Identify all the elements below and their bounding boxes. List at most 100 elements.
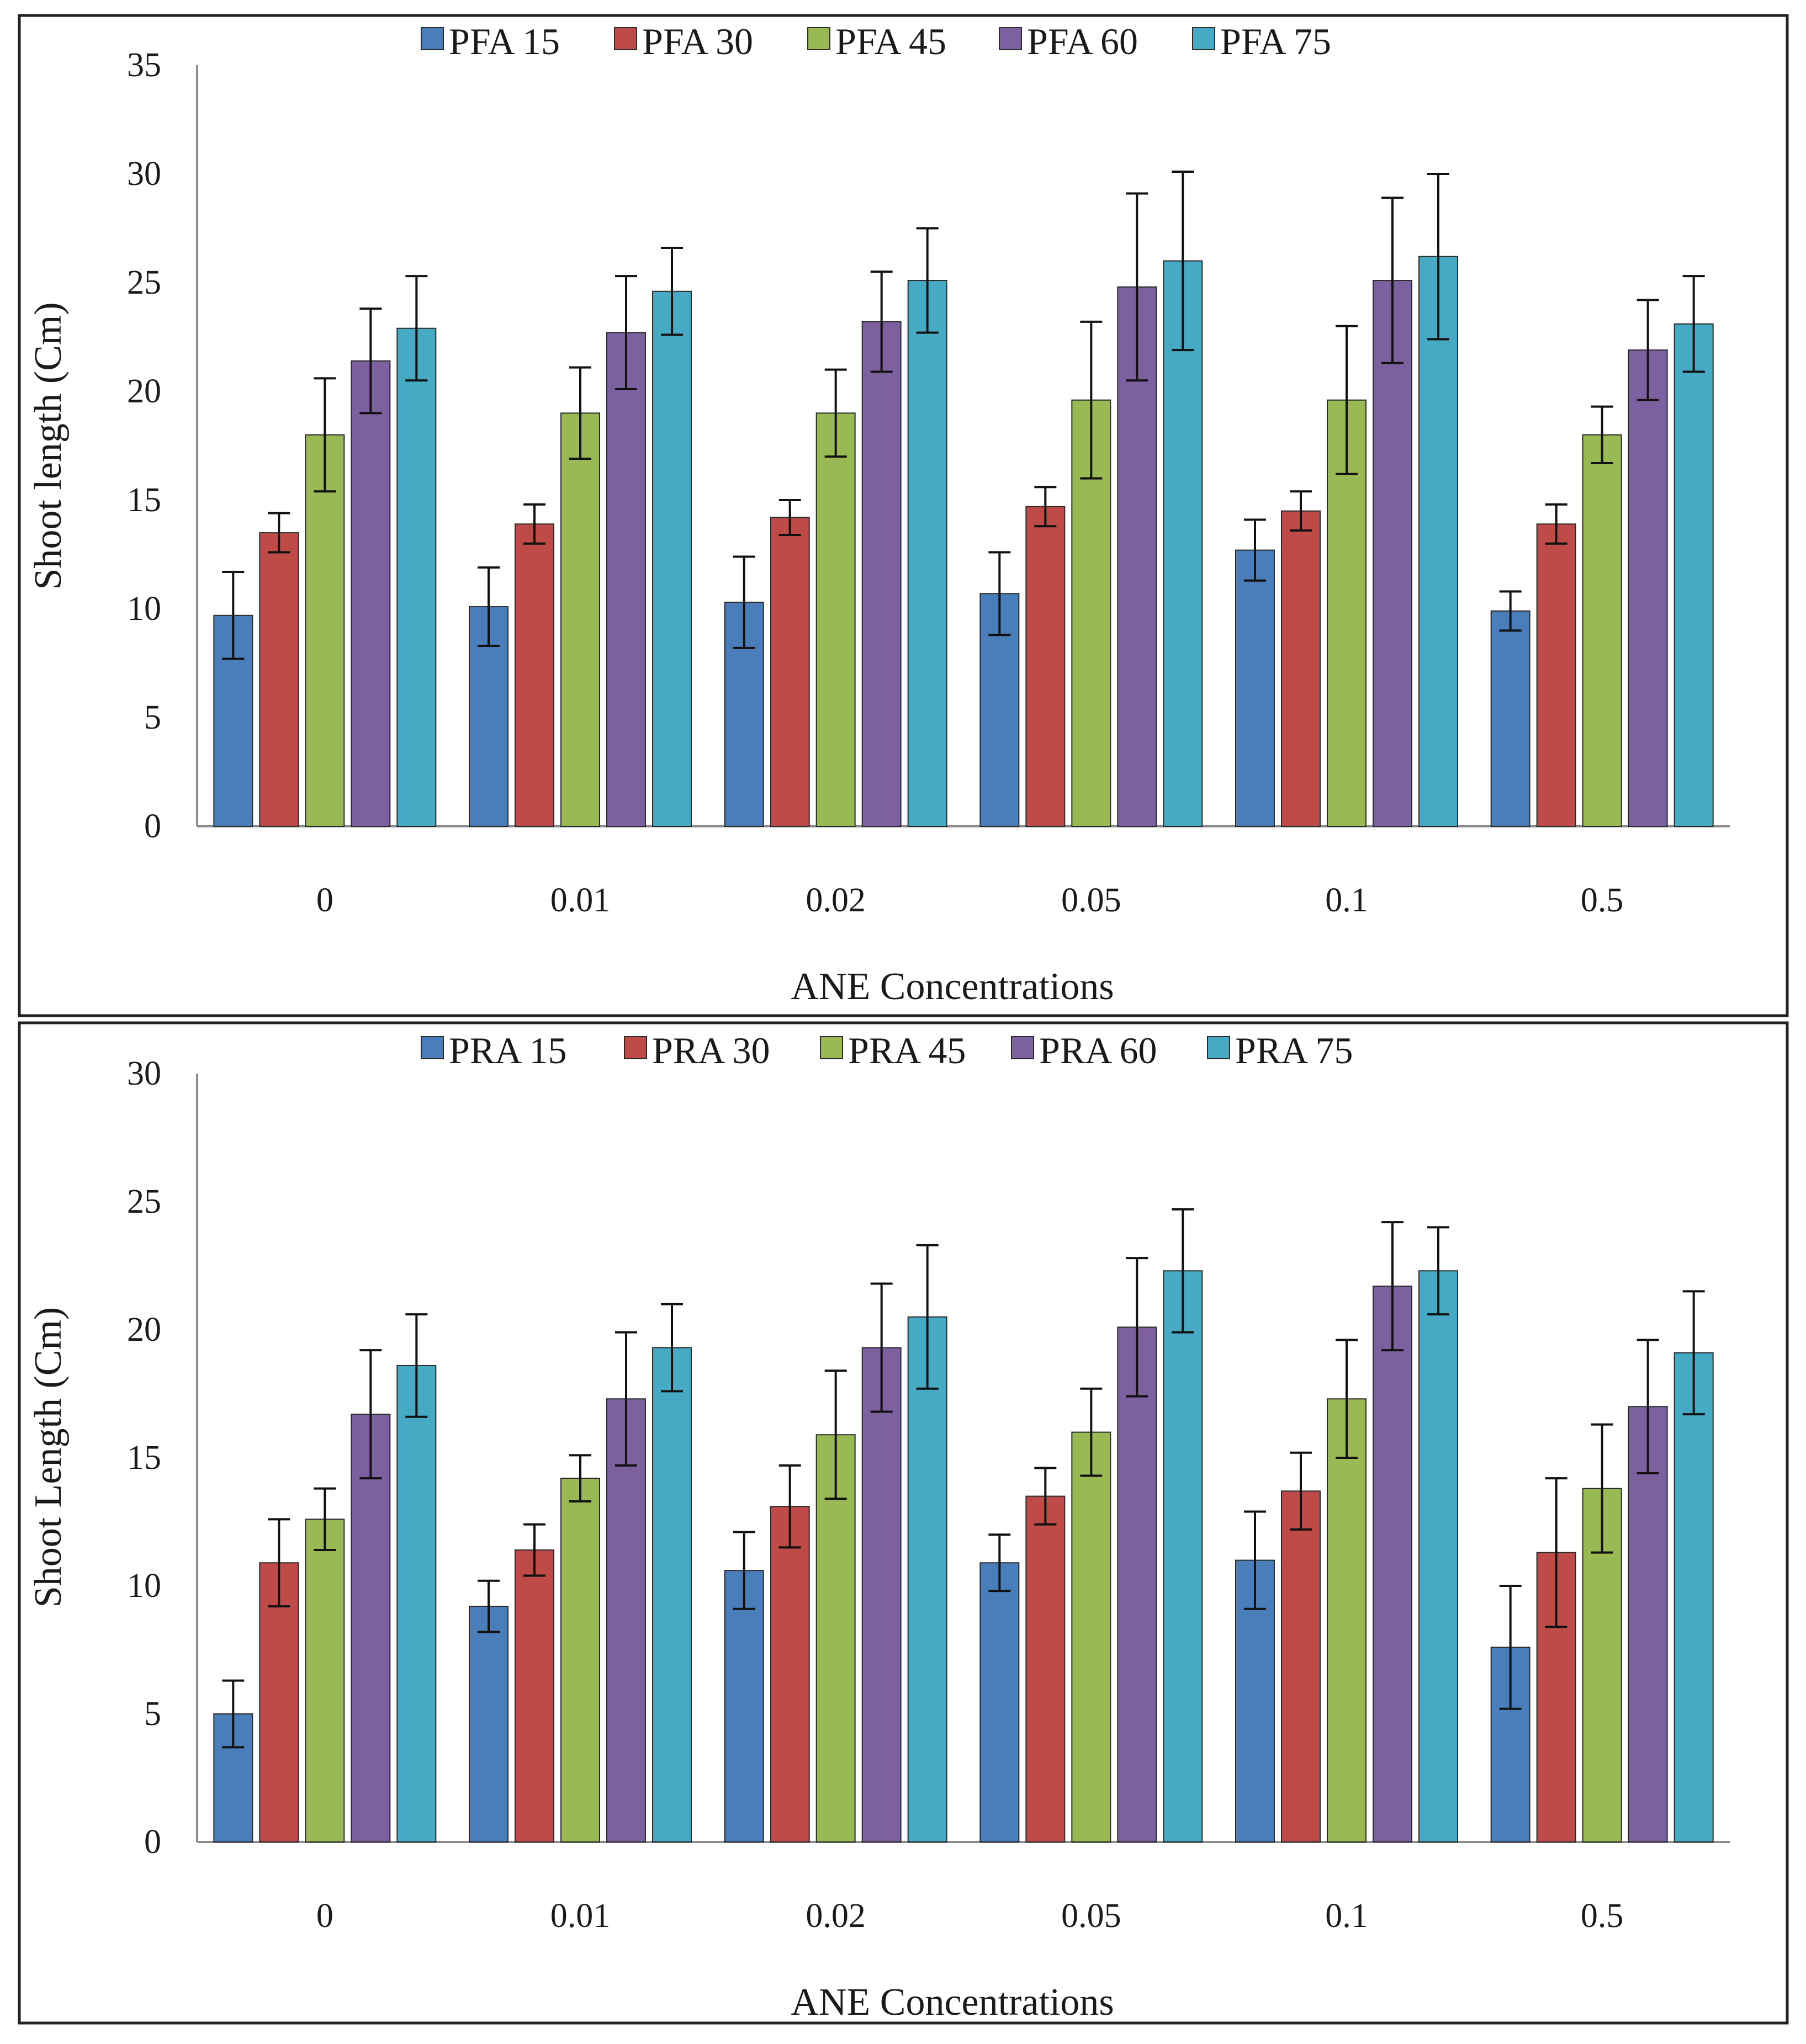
y-tick-label: 15 [127,1439,161,1477]
x-tick-label: 0.05 [1061,1897,1121,1935]
x-axis-title: ANE Concentrations [791,1981,1114,2024]
bar [606,1398,646,1843]
bar [815,412,856,827]
bar [1418,1270,1458,1843]
bar [560,412,600,827]
y-tick-label: 25 [127,264,161,301]
legend-label: PFA 15 [449,20,560,62]
y-tick-label: 5 [144,1695,161,1733]
y-tick-label: 15 [127,481,161,519]
y-tick-label: 30 [127,155,161,193]
bar [1536,523,1576,827]
bar [259,532,299,827]
bar [515,523,554,827]
x-tick-label: 0.1 [1325,882,1368,919]
x-tick-label: 0.01 [550,1897,611,1935]
y-tick-label: 0 [144,808,161,845]
legend-swatch [624,1036,647,1059]
panel-frame [18,14,1789,1017]
bar [1673,1352,1714,1843]
bar [351,360,391,827]
panel-frame [18,1021,1789,2025]
legend-label: PFA 75 [1220,20,1331,62]
y-tick-label: 10 [127,590,161,628]
legend-swatch [999,27,1022,50]
top-chart-panel: 0 5 10 15 20 25 30 35 0 0.01 0.02 0.05 0.1 0.5 PFA 15 P… [18,14,1789,1017]
bar [861,1347,902,1843]
y-tick-label: 20 [127,373,161,410]
x-tick-label: 0.1 [1325,1897,1368,1935]
bar [907,1316,947,1843]
y-tick-label: 30 [127,1055,161,1092]
x-tick-label: 0 [316,1897,333,1935]
legend-label: PRA 15 [449,1029,567,1071]
x-tick-label: 0 [316,882,333,919]
legend-swatch [421,27,444,50]
bar [1163,1270,1203,1843]
bar [1628,349,1668,827]
bar [1373,1286,1412,1843]
bar [259,1562,299,1843]
bar [724,1570,764,1843]
legend-label: PFA 30 [642,20,753,62]
bar [1071,1431,1111,1843]
y-tick-label: 10 [127,1567,161,1605]
bar [1025,1495,1066,1843]
y-axis-title: Shoot Length (Cm) [27,1307,70,1607]
x-tick-label: 0.05 [1061,882,1121,919]
bar [652,1347,692,1843]
x-axis-title: ANE Concentrations [791,965,1114,1008]
legend-swatch [1207,1036,1230,1059]
bar [815,1434,856,1843]
bar [515,1549,554,1843]
bar [1025,506,1066,827]
bar [1281,510,1321,827]
bottom-chart-panel: 0 5 10 15 20 25 30 0 0.01 0.02 0.05 0.1 0.5 PRA 15 PRA… [18,1021,1789,2025]
bar [1490,610,1530,827]
bar [396,327,437,827]
legend-label: PRA 30 [652,1029,770,1071]
bar [1235,549,1275,827]
x-tick-label: 0.5 [1581,882,1624,919]
legend-swatch [1011,1036,1034,1059]
legend-swatch [614,27,637,50]
y-axis-title: Shoot length (Cm) [27,302,70,590]
bar [861,321,902,827]
bar [907,280,947,827]
bar [770,517,810,827]
bar [606,332,646,827]
bar [1327,1398,1367,1843]
x-tick-label: 0.5 [1581,1897,1624,1935]
bar [469,1606,509,1843]
bar [1673,323,1714,827]
legend-label: PFA 45 [835,20,946,62]
legend-swatch [421,1036,444,1059]
bar [1582,434,1622,827]
x-tick-label: 0.02 [806,1897,866,1935]
legend-label: PRA 45 [848,1029,966,1071]
bar [652,290,692,827]
x-tick-label: 0.01 [550,882,611,919]
bar [305,1519,345,1843]
bar [396,1365,437,1843]
legend-swatch [820,1036,843,1059]
bar [560,1478,600,1843]
bar [1163,260,1203,827]
bar [305,434,345,827]
y-tick-label: 0 [144,1823,161,1861]
bar [1418,256,1458,827]
bar [979,1562,1020,1843]
x-tick-label: 0.02 [806,882,866,919]
y-tick-label: 20 [127,1311,161,1348]
bar [1628,1406,1668,1843]
bar [770,1506,810,1843]
legend-swatch [1192,27,1215,50]
y-tick-label: 35 [127,46,161,84]
legend-label: PFA 60 [1027,20,1138,62]
y-tick-label: 5 [144,699,161,736]
legend-label: PRA 60 [1039,1029,1157,1071]
bar [1281,1490,1321,1843]
y-tick-label: 25 [127,1183,161,1220]
legend-label: PRA 75 [1235,1029,1353,1071]
